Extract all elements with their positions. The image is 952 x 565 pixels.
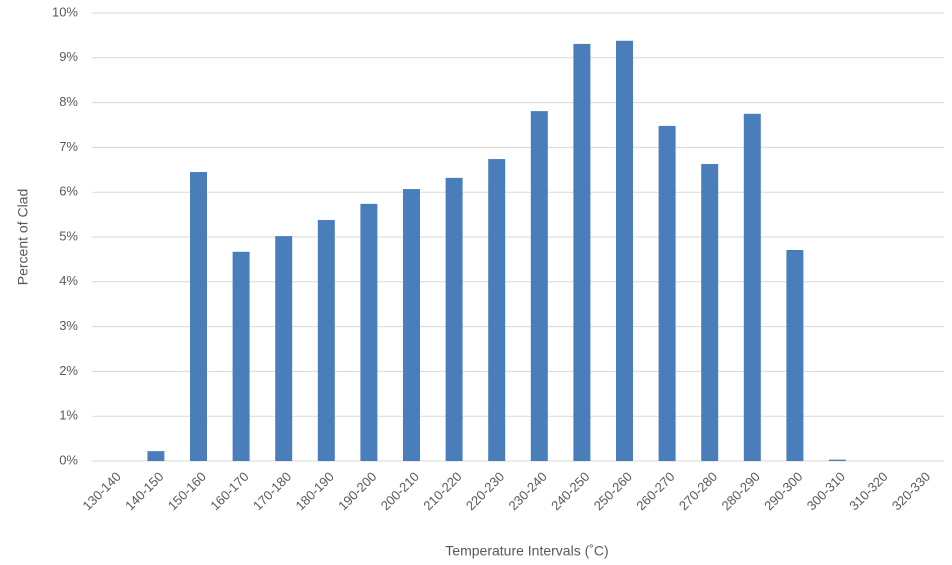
x-tick-label: 190-200	[335, 469, 379, 513]
bar	[743, 113, 761, 462]
x-tick-label: 130-140	[80, 469, 124, 513]
y-tick-label: 8%	[59, 94, 78, 109]
x-tick-label: 290-300	[761, 469, 805, 513]
bar	[317, 219, 335, 461]
y-tick-label: 2%	[59, 363, 78, 378]
y-tick-label: 10%	[52, 4, 78, 19]
x-tick-label: 160-170	[207, 469, 251, 513]
y-tick-label: 6%	[59, 184, 78, 199]
bar	[616, 40, 633, 461]
bar	[488, 159, 506, 461]
bar	[275, 236, 293, 461]
bar	[190, 172, 207, 462]
x-axis-label: Temperature Intervals (˚C)	[445, 543, 608, 559]
bar	[658, 125, 676, 462]
y-tick-label: 0%	[59, 452, 78, 467]
x-tick-label: 270-280	[676, 469, 720, 513]
x-tick-label: 170-180	[250, 469, 294, 513]
x-tick-label: 220-230	[463, 469, 507, 513]
y-tick-label: 4%	[59, 273, 78, 288]
x-tick-label: 180-190	[293, 469, 337, 513]
y-tick-label: 7%	[59, 139, 78, 154]
bar	[573, 43, 591, 462]
x-tick-label: 240-250	[548, 469, 592, 513]
x-tick-label: 310-320	[846, 469, 890, 513]
bar	[232, 251, 250, 461]
bar	[786, 249, 804, 461]
y-tick-label: 1%	[59, 408, 78, 423]
x-tick-label: 280-290	[719, 469, 763, 513]
bar	[445, 177, 463, 461]
x-tick-label: 200-210	[378, 469, 422, 513]
bar	[360, 203, 378, 461]
bar	[147, 451, 165, 461]
y-tick-label: 5%	[59, 228, 78, 243]
x-tick-label: 150-160	[165, 469, 209, 513]
x-tick-label: 260-270	[633, 469, 677, 513]
bar	[701, 163, 719, 461]
x-tick-label: 320-330	[889, 469, 933, 513]
x-tick-label: 250-260	[591, 469, 635, 513]
bar	[403, 189, 420, 461]
x-tick-label: 230-240	[506, 469, 550, 513]
bar	[829, 459, 846, 461]
x-tick-label: 210-220	[420, 469, 464, 513]
x-tick-label: 140-150	[122, 469, 166, 513]
bar	[530, 111, 548, 461]
y-tick-label: 9%	[59, 49, 78, 64]
y-axis-label: Percent of Clad	[15, 189, 31, 286]
x-tick-label: 300-310	[804, 469, 848, 513]
y-tick-label: 3%	[59, 318, 78, 333]
